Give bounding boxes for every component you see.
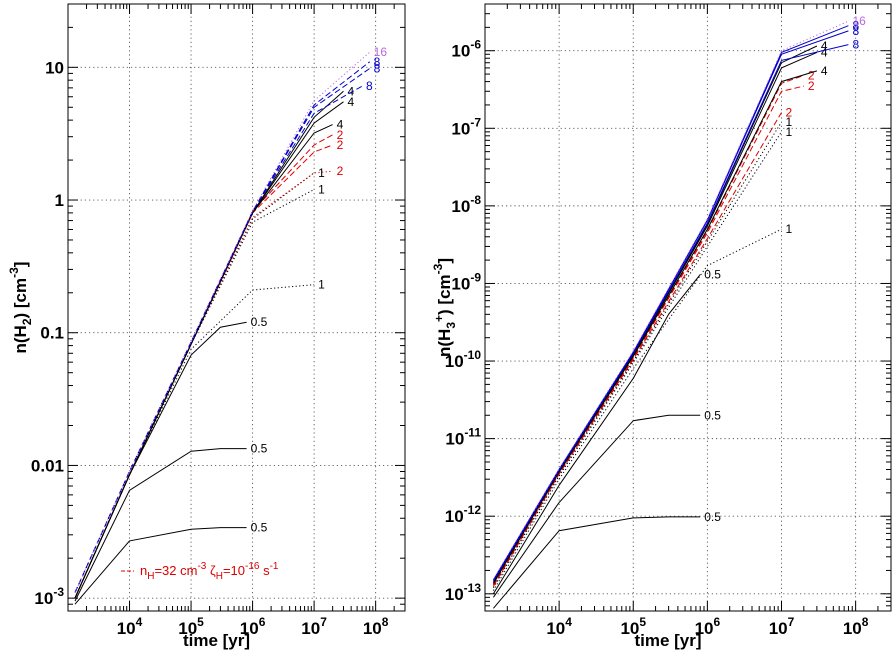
series-line-5	[74, 189, 315, 599]
series-label: 4	[821, 64, 828, 78]
y-tick-label: 1	[55, 191, 64, 210]
series-label: 8	[852, 19, 859, 33]
series-line-4	[492, 228, 782, 591]
series-line-15	[492, 25, 849, 581]
series-label: 0.5	[704, 510, 721, 524]
series-line-11	[74, 101, 344, 599]
chart-panel-1: 104 105 106 107 108 10 1 0.1 0.01 10-3 time [yr] n(…	[7, 3, 406, 650]
chart-panel-2: 104 105 106 107 108 10-6 10-7 10-8 10-9 10-10 10-1…	[431, 3, 892, 650]
series-label: 2	[808, 79, 815, 93]
y-axis-title: n(H2) [cm-3]	[7, 262, 34, 354]
series-label: 2	[786, 105, 793, 119]
series-label: 1	[318, 278, 325, 292]
series-label: 0.5	[251, 315, 268, 329]
x-tick-label: 105	[178, 615, 204, 638]
series-label: 1	[318, 166, 325, 180]
series-line-16	[492, 20, 849, 580]
x-tick-label: 104	[117, 615, 143, 638]
series-label: 4	[347, 95, 354, 109]
series-line-3	[492, 274, 701, 595]
series-line-1	[74, 527, 247, 605]
x-tick-label: 108	[363, 615, 389, 638]
series-label: 8	[852, 38, 859, 52]
y-tick-label: 10-11	[445, 426, 481, 449]
plot-frame	[67, 3, 406, 612]
series-label: 8	[366, 79, 373, 93]
series-label: 4	[821, 39, 828, 53]
x-tick-label: 106	[240, 615, 266, 638]
y-tick-label: 10	[45, 58, 64, 77]
series-label: 2	[808, 68, 815, 82]
series-line-7	[492, 112, 782, 587]
series-label: 4	[821, 45, 828, 59]
x-tick-label: 108	[843, 615, 869, 638]
series-label: 0.5	[704, 408, 721, 422]
y-tick-label: 0.01	[31, 456, 64, 475]
series-label: 4	[337, 118, 344, 132]
x-axis-title: time [yr]	[634, 631, 701, 650]
series-label: 0.5	[251, 442, 268, 456]
series-label: 1	[786, 125, 793, 139]
series-label: 1	[786, 115, 793, 129]
x-tick-label: 107	[301, 615, 327, 638]
series-line-4	[74, 284, 315, 599]
y-tick-label: 10-13	[445, 581, 482, 604]
series-line-14	[74, 68, 370, 593]
series-label: 16	[374, 45, 388, 59]
series-label: 8	[374, 61, 381, 75]
x-tick-label: 107	[769, 615, 795, 638]
y-tick-label: 0.1	[40, 324, 64, 343]
y-axis-title: n(H3+) [cm-3]	[431, 258, 458, 357]
series-label: 2	[337, 128, 344, 142]
series-label: 16	[852, 14, 866, 28]
series-label: 4	[347, 84, 354, 98]
series-line-10	[492, 70, 818, 584]
series-line-10	[74, 124, 333, 599]
series-line-6	[492, 121, 782, 588]
series-line-7	[74, 170, 333, 599]
series-label: 1	[786, 222, 793, 236]
series-line-8	[74, 144, 333, 599]
series-label: 0.5	[251, 521, 268, 535]
y-tick-label: 10-3	[34, 585, 64, 608]
series-line-13	[74, 85, 363, 593]
y-tick-label: 10-12	[445, 503, 482, 526]
series-line-2	[492, 414, 701, 598]
series-label: 2	[337, 164, 344, 178]
series-line-6	[74, 172, 315, 599]
y-tick-label: 10-9	[451, 270, 481, 293]
x-tick-label: 104	[546, 615, 572, 638]
y-tick-label: 10-8	[451, 193, 481, 216]
series-label: 2	[337, 138, 344, 152]
series-line-3	[74, 321, 247, 599]
series-label: 8	[374, 55, 381, 69]
series-line-1	[493, 516, 701, 609]
annotation-text: nH=32 cm-3 ζH=10-16 s-1	[140, 561, 279, 582]
y-tick-label: 10-6	[451, 38, 481, 61]
plot-frame	[484, 3, 892, 612]
series-label: 0.5	[704, 268, 721, 282]
series-line-2	[74, 448, 247, 602]
series-label: 1	[318, 183, 325, 197]
x-axis-title: time [yr]	[183, 631, 250, 650]
x-tick-label: 106	[695, 615, 721, 638]
y-tick-label: 10-7	[451, 115, 481, 138]
series-label: 8	[852, 24, 859, 38]
x-tick-label: 105	[620, 615, 646, 638]
series-line-5	[492, 131, 782, 588]
y-tick-label: 10-10	[445, 348, 482, 371]
series-line-15	[74, 61, 371, 593]
series-line-12	[74, 90, 344, 599]
